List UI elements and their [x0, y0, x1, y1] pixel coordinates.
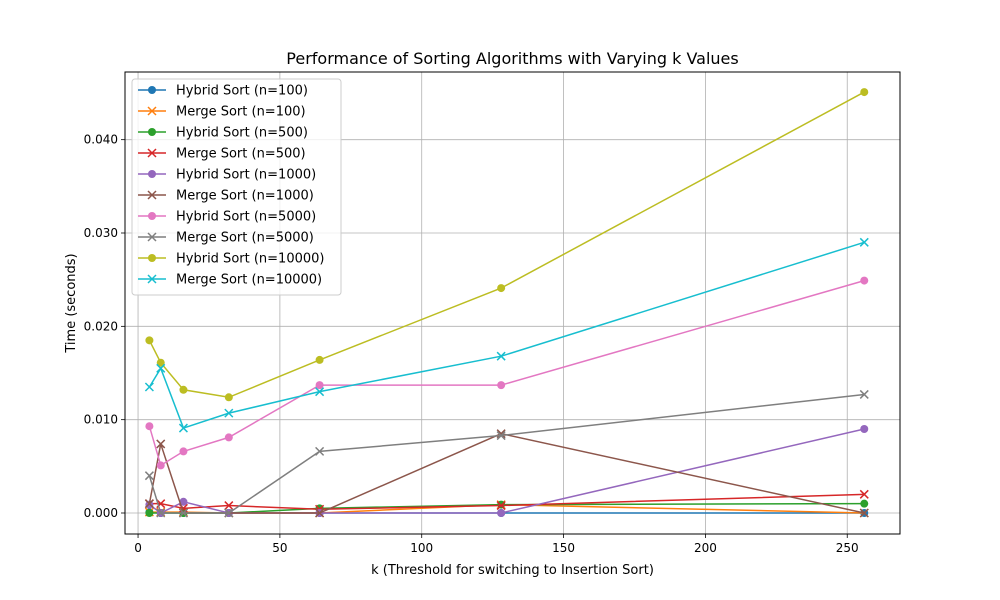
legend-box	[131, 78, 342, 296]
legend-label: Hybrid Sort (n=100)	[176, 84, 308, 99]
legend-marker	[148, 86, 156, 94]
y-tick-label: 0.020	[84, 319, 118, 333]
x-tick-label: 100	[410, 541, 433, 555]
data-point	[144, 471, 154, 481]
data-point	[224, 501, 234, 511]
legend-marker	[148, 212, 156, 220]
legend: Hybrid Sort (n=100) Merge Sort (n=100) Hyb…	[131, 78, 342, 296]
legend-item: Merge Sort (n=100)	[138, 105, 306, 120]
data-point	[178, 508, 188, 518]
data-point	[497, 284, 506, 293]
series-8	[145, 88, 869, 402]
y-tick-label: 0.000	[84, 506, 118, 520]
y-axis-ticks: 0.000 0.010 0.020 0.030 0.040	[84, 133, 125, 520]
legend-marker	[147, 106, 157, 116]
data-series	[144, 88, 869, 518]
series-7	[144, 389, 869, 518]
data-point	[497, 509, 506, 517]
legend-item: Hybrid Sort (n=100)	[138, 84, 308, 99]
data-point	[859, 508, 869, 518]
data-point	[179, 447, 188, 456]
legend-marker	[147, 190, 157, 200]
data-point	[145, 336, 154, 345]
legend-label: Hybrid Sort (n=1000)	[176, 168, 316, 183]
y-tick-label: 0.010	[84, 413, 118, 427]
data-point	[156, 358, 165, 367]
data-point	[144, 499, 154, 509]
legend-label: Hybrid Sort (n=5000)	[176, 210, 316, 225]
legend-item: Hybrid Sort (n=10000)	[138, 252, 324, 267]
data-point	[179, 497, 188, 506]
legend-label: Hybrid Sort (n=500)	[176, 126, 308, 141]
x-axis-label: k (Threshold for switching to Insertion …	[371, 563, 654, 578]
data-point	[156, 439, 166, 449]
data-point	[145, 509, 154, 517]
x-tick-label: 150	[552, 541, 575, 555]
data-point	[860, 276, 869, 285]
x-tick-label: 50	[272, 541, 287, 555]
data-point	[496, 501, 506, 511]
chart-title: Performance of Sorting Algorithms with V…	[286, 49, 738, 68]
legend-label: Merge Sort (n=5000)	[176, 231, 314, 246]
data-point	[859, 237, 869, 247]
legend-item: Merge Sort (n=5000)	[138, 231, 314, 246]
data-point	[315, 381, 324, 390]
data-point	[315, 355, 324, 364]
legend-label: Merge Sort (n=10000)	[176, 273, 322, 288]
data-point	[156, 363, 166, 373]
legend-marker	[148, 128, 156, 136]
data-point	[860, 425, 869, 433]
legend-label: Merge Sort (n=500)	[176, 147, 306, 162]
y-tick-label: 0.030	[84, 226, 118, 240]
legend-label: Merge Sort (n=100)	[176, 105, 306, 120]
legend-item: Merge Sort (n=1000)	[138, 189, 314, 204]
data-point	[315, 387, 325, 397]
legend-label: Merge Sort (n=1000)	[176, 189, 314, 204]
data-point	[860, 88, 869, 97]
legend-label: Hybrid Sort (n=10000)	[176, 252, 324, 267]
data-point	[859, 389, 869, 399]
y-axis-label: Time (seconds)	[64, 253, 79, 353]
data-point	[496, 351, 506, 361]
data-point	[496, 431, 506, 441]
data-point	[179, 385, 188, 394]
data-point	[497, 381, 506, 390]
legend-item: Hybrid Sort (n=500)	[138, 126, 308, 141]
data-point	[224, 508, 234, 518]
legend-marker	[148, 254, 156, 262]
legend-marker	[148, 170, 156, 178]
data-point	[144, 382, 154, 392]
data-point	[315, 446, 325, 456]
data-point	[859, 489, 869, 499]
x-tick-label: 250	[836, 541, 859, 555]
y-tick-label: 0.040	[84, 133, 118, 147]
data-point	[178, 423, 188, 433]
data-point	[145, 422, 154, 431]
data-point	[156, 508, 166, 518]
data-point	[156, 461, 165, 470]
legend-marker	[147, 148, 157, 158]
data-point	[224, 433, 233, 442]
data-point	[860, 499, 869, 508]
series-9	[144, 237, 869, 433]
data-point	[224, 408, 234, 418]
series-6	[145, 276, 869, 470]
x-tick-label: 0	[134, 541, 142, 555]
x-tick-label: 200	[694, 541, 717, 555]
legend-item: Hybrid Sort (n=5000)	[138, 210, 316, 225]
legend-marker	[147, 232, 157, 242]
legend-item: Merge Sort (n=10000)	[138, 273, 322, 288]
x-axis-ticks: 0 50 100 150 200 250	[134, 534, 859, 555]
data-point	[315, 508, 325, 518]
data-point	[224, 393, 233, 402]
plot-frame	[124, 71, 901, 535]
legend-marker	[147, 274, 157, 284]
legend-item: Hybrid Sort (n=1000)	[138, 168, 316, 183]
legend-item: Merge Sort (n=500)	[138, 147, 306, 162]
